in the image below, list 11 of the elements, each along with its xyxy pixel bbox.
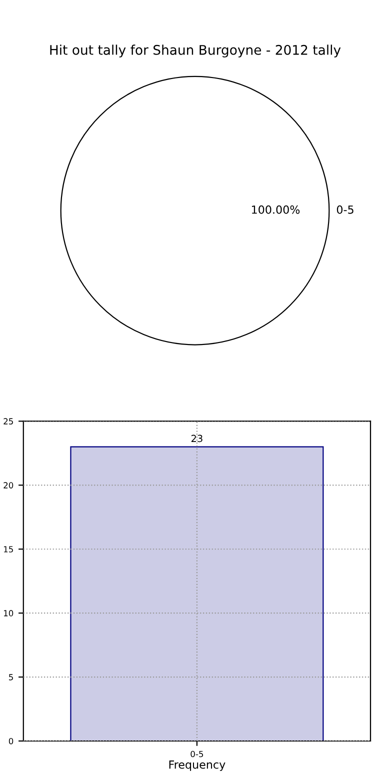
y-tick-label: 25 (4, 418, 13, 424)
chart-title: Hit out tally for Shaun Burgoyne - 2012 tally (50, 44, 341, 58)
data-label: 100.00% (252, 205, 300, 214)
x-axis-title: Frequency (169, 760, 226, 771)
y-tick-label: 15 (4, 546, 13, 552)
y-tick-label: 0 (8, 738, 14, 744)
y-tick-label: 20 (4, 482, 14, 488)
y-tick-label: 5 (9, 674, 13, 680)
slice-label: 0-5 (336, 205, 354, 214)
y-tick-label: 10 (4, 610, 14, 616)
data-label: 23 (191, 434, 202, 442)
